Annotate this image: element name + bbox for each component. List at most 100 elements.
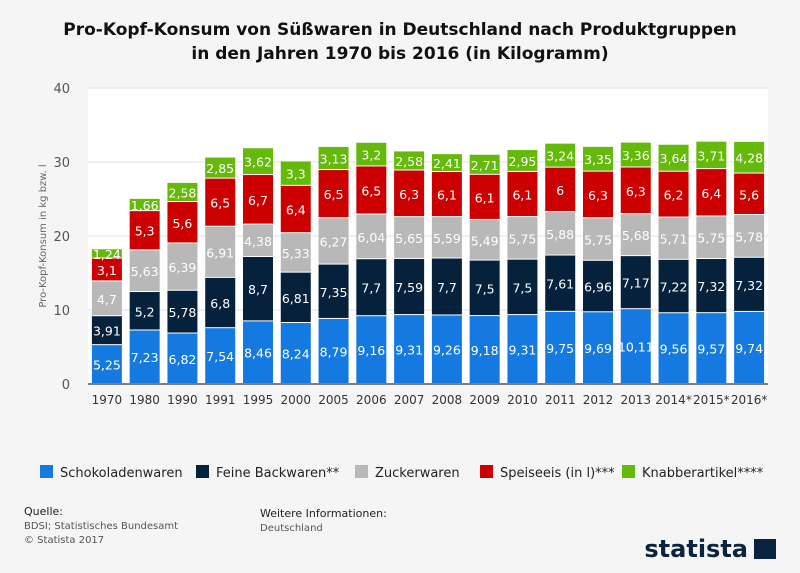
bar-segment	[205, 277, 236, 328]
data-label: 6,1	[475, 190, 495, 205]
data-label: 9,31	[395, 343, 423, 358]
bar-segment	[507, 217, 538, 259]
data-label: 8,79	[320, 344, 348, 359]
data-label: 9,69	[584, 341, 612, 356]
data-label: 1,66	[131, 198, 159, 213]
data-label: 5,88	[546, 227, 574, 242]
data-label: 6,4	[701, 186, 721, 201]
bar-segment	[507, 315, 538, 383]
bar-segment	[620, 256, 651, 309]
data-label: 7,32	[697, 279, 725, 294]
x-tick-label: 2012	[583, 393, 614, 407]
title-line: Pro-Kopf-Konsum von Süßwaren in Deutschl…	[63, 20, 737, 40]
logo-text: statista	[644, 535, 748, 563]
bar-segment	[507, 150, 538, 171]
bar-segment	[658, 144, 689, 171]
data-label: 6,2	[664, 188, 684, 203]
x-tick-label: 2000	[281, 393, 312, 407]
data-label: 3,64	[660, 151, 688, 166]
data-label: 5,78	[735, 229, 763, 244]
data-label: 3,62	[244, 155, 272, 170]
data-label: 5,71	[660, 232, 688, 247]
data-label: 5,78	[169, 305, 197, 320]
statista-logo[interactable]: statista	[644, 535, 776, 563]
info-label[interactable]: Weitere Informationen:	[260, 507, 387, 520]
data-label: 6,5	[324, 187, 344, 202]
data-label: 5,49	[471, 233, 499, 248]
bar-segment	[696, 169, 727, 216]
data-label: 9,18	[471, 343, 499, 358]
bar-segment	[545, 212, 576, 255]
y-axis-label: Pro-Kopf-Konsum in kg bzw. l	[38, 164, 49, 307]
data-label: 6,3	[399, 187, 419, 202]
chart-title: Pro-Kopf-Konsum von Süßwaren in Deutschl…	[0, 18, 800, 66]
bar-segment	[356, 166, 387, 214]
data-label: 5,3	[135, 224, 155, 239]
data-label: 7,5	[512, 280, 532, 295]
data-label: 5,33	[282, 246, 310, 261]
data-label: 9,26	[433, 343, 461, 358]
data-label: 5,75	[584, 233, 612, 248]
data-label: 4,28	[735, 151, 763, 166]
data-label: 9,56	[660, 342, 688, 357]
data-label: 6,82	[169, 352, 197, 367]
bar-segment	[318, 264, 349, 318]
data-label: 6,96	[584, 280, 612, 295]
legend-swatch	[622, 465, 635, 478]
x-tick-label: 2010	[507, 393, 538, 407]
bar-segment	[129, 211, 160, 250]
x-tick-label: 1970	[92, 393, 123, 407]
legend-label: Knabberartikel****	[642, 466, 764, 481]
x-tick-label: 2006	[356, 393, 387, 407]
bar-segment	[318, 318, 349, 383]
bar-segment	[507, 171, 538, 217]
data-label: 5,68	[622, 228, 650, 243]
data-label: 8,46	[244, 346, 272, 361]
bar-segment	[243, 224, 273, 257]
data-label: 6,91	[206, 245, 234, 260]
bar-segment	[91, 249, 122, 258]
source-block: Quelle: BDSI; Statistisches Bundesamt © …	[24, 505, 178, 548]
info-block: Weitere Informationen: Deutschland	[260, 507, 387, 536]
bar-segment	[583, 171, 613, 218]
data-label: 3,36	[622, 148, 650, 163]
data-label: 3,24	[546, 149, 574, 164]
bar-segment	[243, 321, 273, 383]
bar-segment	[91, 345, 122, 383]
bar-segment	[734, 311, 765, 383]
bar-segment	[696, 259, 727, 313]
legend-label: Speiseeis (in l)***	[500, 466, 615, 481]
data-label: 5,25	[93, 358, 121, 373]
bar-segment	[356, 316, 387, 383]
x-tick-label: 2005	[318, 393, 349, 407]
x-tick-label: 2008	[432, 393, 463, 407]
bar-segment	[583, 218, 613, 260]
bar-segment	[469, 219, 500, 260]
bar-segment	[167, 290, 198, 333]
data-label: 1,24	[93, 247, 121, 262]
bar-segment	[469, 316, 500, 383]
data-label: 6	[556, 183, 564, 198]
data-label: 7,54	[206, 349, 234, 364]
bar-segment	[243, 148, 273, 175]
bar-segment	[167, 202, 198, 243]
source-text: BDSI; Statistisches Bundesamt	[24, 521, 179, 532]
legend-label: Feine Backwaren**	[216, 466, 340, 481]
data-label: 6,1	[437, 188, 457, 203]
bar-segment	[431, 154, 462, 171]
bar-segment	[583, 312, 613, 383]
data-label: 6,7	[248, 193, 268, 208]
bar-segment	[356, 259, 387, 316]
y-tick-label: 30	[53, 156, 70, 171]
data-label: 7,7	[361, 281, 381, 296]
copyright: © Statista 2017	[24, 535, 105, 546]
data-label: 3,2	[361, 148, 381, 163]
bar-segment	[620, 214, 651, 256]
bar-segment	[205, 328, 236, 383]
data-label: 3,71	[697, 148, 725, 163]
bar-segment	[280, 272, 311, 323]
bar-segment	[280, 233, 311, 272]
bar-segment	[469, 154, 500, 174]
x-tick-label: 2015*	[693, 393, 730, 407]
